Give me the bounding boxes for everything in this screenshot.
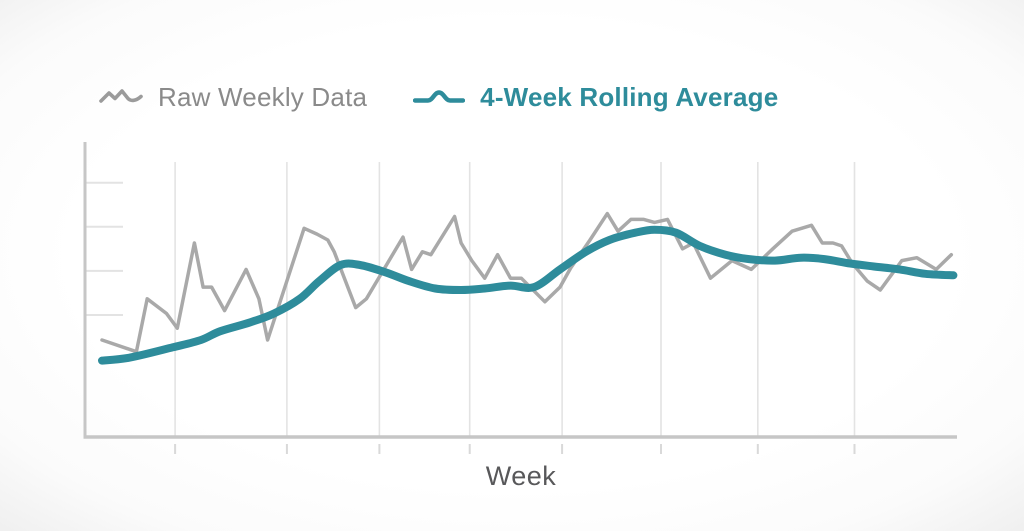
y-axis-ticks xyxy=(85,181,123,316)
raw-weekly-data-legend-label: Raw Weekly Data xyxy=(158,82,368,112)
rolling-average-line xyxy=(98,225,958,365)
raw-weekly-data-line xyxy=(100,211,954,354)
x-axis-ticks xyxy=(174,444,856,454)
legend-item-raw-weekly-data: Raw Weekly Data xyxy=(99,80,367,114)
x-gridlines xyxy=(174,162,856,436)
rolling-average-legend-label: 4-Week Rolling Average xyxy=(480,82,779,112)
raw-weekly-data-legend-icon xyxy=(99,89,143,103)
legend-item-rolling-average: 4-Week Rolling Average xyxy=(413,80,778,114)
x-axis-label: Week xyxy=(485,461,557,491)
legend: Raw Weekly Data 4-Week Rolling Average xyxy=(99,80,778,114)
rolling-average-legend-icon xyxy=(413,90,466,103)
